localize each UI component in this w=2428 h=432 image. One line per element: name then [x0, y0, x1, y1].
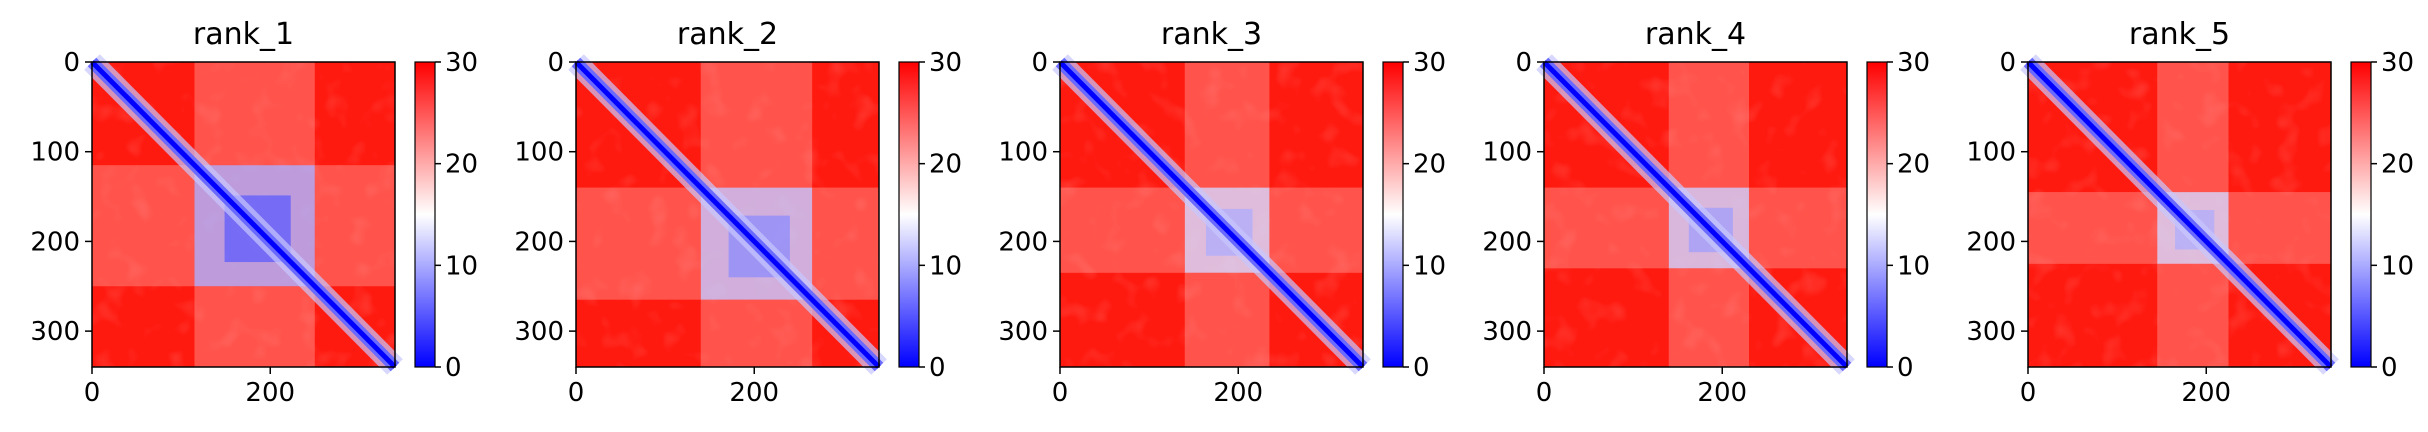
colorbar-tick-label: 20: [2381, 150, 2414, 180]
domain-stripe-top: [2157, 62, 2229, 193]
diagonal-core: [574, 60, 881, 369]
colorbar-tick-label: 0: [445, 353, 462, 383]
domain-stripe-bottom: [2157, 263, 2229, 367]
colorbar-tick-label: 30: [929, 48, 962, 78]
x-tick-label: 200: [2181, 378, 2231, 408]
diagonal-core: [1542, 60, 1849, 369]
y-tick-label: 300: [998, 317, 1048, 347]
colorbar-tick-label: 20: [1413, 150, 1446, 180]
domain-stripe-top: [1668, 62, 1749, 188]
domain-stripe-right: [2228, 192, 2331, 264]
colorbar: [1382, 61, 1404, 368]
colorbar-tick-label: 0: [1897, 353, 1914, 383]
colorbar-tick-label: 20: [445, 150, 478, 180]
axes-frame: [2027, 61, 2332, 368]
axes-frame: [1543, 61, 1848, 368]
colorbar-tick-label: 10: [445, 251, 478, 281]
domain-stripe-right: [1748, 187, 1847, 269]
colorbar: [414, 61, 436, 368]
x-tick-label: 0: [1536, 378, 1553, 408]
domain-stripe-right: [314, 165, 395, 287]
y-tick-label: 200: [1482, 227, 1532, 257]
y-tick-label: 300: [514, 317, 564, 347]
colorbar: [2350, 61, 2372, 368]
y-tick-label: 100: [514, 138, 564, 168]
y-tick-label: 0: [547, 48, 564, 78]
diagonal-core: [2026, 60, 2333, 369]
colorbar-tick-label: 30: [2381, 48, 2414, 78]
x-tick-label: 0: [2020, 378, 2037, 408]
colorbar: [1866, 61, 1888, 368]
domain-stripe-left: [2028, 192, 2158, 264]
y-tick-label: 0: [63, 48, 80, 78]
colorbar-tick-label: 20: [929, 150, 962, 180]
colorbar-tick-label: 0: [2381, 353, 2398, 383]
domain-stripe-bottom: [194, 286, 315, 367]
y-tick-label: 100: [998, 138, 1048, 168]
x-tick-label: 200: [729, 378, 779, 408]
panel-rank_5: rank_5 0 200 0 100 200 300 0 10 20 30: [1966, 17, 2414, 408]
y-tick-label: 0: [1999, 48, 2016, 78]
y-tick-label: 200: [998, 227, 1048, 257]
x-tick-label: 0: [1052, 378, 1069, 408]
colorbar-tick-label: 30: [1897, 48, 1930, 78]
colorbar: [898, 61, 920, 368]
domain-stripe-top: [194, 62, 315, 166]
y-tick-label: 200: [30, 227, 80, 257]
x-tick-label: 200: [1697, 378, 1747, 408]
domain-stripe-bottom: [1184, 272, 1270, 367]
colorbar-tick-label: 0: [1413, 353, 1430, 383]
domain-stripe-left: [1060, 187, 1185, 273]
domain-stripe-top: [1184, 62, 1270, 188]
panel-title: rank_1: [193, 17, 294, 52]
domain-stripe-left: [1544, 187, 1669, 269]
x-tick-label: 0: [84, 378, 101, 408]
colorbar-tick-label: 30: [1413, 48, 1446, 78]
colorbar-tick-label: 10: [1413, 251, 1446, 281]
axes-frame: [575, 61, 880, 368]
y-tick-label: 100: [1966, 138, 2016, 168]
domain-stripe-right: [1269, 187, 1363, 273]
y-tick-label: 100: [1482, 138, 1532, 168]
axes-frame: [91, 61, 396, 368]
colorbar-tick-label: 30: [445, 48, 478, 78]
y-tick-label: 300: [1966, 317, 2016, 347]
y-tick-label: 200: [1966, 227, 2016, 257]
colorbar-tick-label: 20: [1897, 150, 1930, 180]
diagonal-core: [90, 60, 397, 369]
colorbar-tick-label: 10: [2381, 251, 2414, 281]
x-tick-label: 0: [568, 378, 585, 408]
y-tick-label: 0: [1515, 48, 1532, 78]
domain-stripe-left: [576, 187, 701, 300]
panel-rank_2: rank_2 0 200 0 100 200 300 0 10 20 30: [514, 17, 962, 408]
panel-title: rank_3: [1161, 17, 1262, 52]
domain-stripe-bottom: [1668, 268, 1749, 367]
domain-stripe-bottom: [700, 299, 813, 367]
panel-title: rank_4: [1645, 17, 1746, 52]
axes-frame: [1059, 61, 1364, 368]
y-tick-label: 300: [1482, 317, 1532, 347]
colorbar-tick-label: 0: [929, 353, 946, 383]
panel-rank_4: rank_4 0 200 0 100 200 300 0 10 20 30: [1482, 17, 1930, 408]
panel-rank_3: rank_3 0 200 0 100 200 300 0 10 20 30: [998, 17, 1446, 408]
domain-stripe-right: [812, 187, 879, 300]
panel-title: rank_5: [2129, 17, 2230, 52]
diagonal-core: [1058, 60, 1365, 369]
x-tick-label: 200: [245, 378, 295, 408]
y-tick-label: 100: [30, 138, 80, 168]
domain-stripe-top: [700, 62, 813, 188]
colorbar-tick-label: 10: [929, 251, 962, 281]
y-tick-label: 0: [1031, 48, 1048, 78]
colorbar-tick-label: 10: [1897, 251, 1930, 281]
panel-rank_1: rank_1 0 200 0 100 200 300 0 10 20 30: [30, 17, 478, 408]
y-tick-label: 300: [30, 317, 80, 347]
y-tick-label: 200: [514, 227, 564, 257]
panel-title: rank_2: [677, 17, 778, 52]
domain-stripe-left: [92, 165, 195, 287]
x-tick-label: 200: [1213, 378, 1263, 408]
